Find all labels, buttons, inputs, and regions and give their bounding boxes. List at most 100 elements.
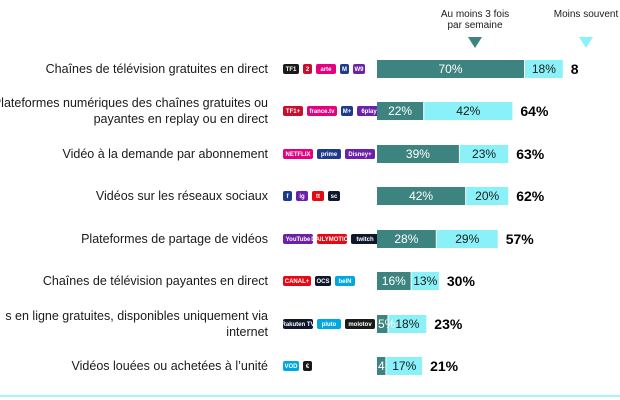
bar-value-label-less-often: 17% — [392, 359, 416, 373]
broadcaster-logo-icon: 2 — [303, 64, 312, 74]
bar-value-label-less-often: 29% — [455, 232, 479, 246]
bar-frequent — [377, 230, 436, 248]
legend-label-frequent: par semaine — [447, 20, 502, 31]
broadcaster-logo-icon: pluto — [317, 319, 341, 329]
broadcaster-logo-icon: € — [303, 361, 312, 371]
broadcaster-logo-icon: Disney+ — [345, 149, 375, 159]
category-label: s en ligne gratuites, disponibles unique… — [5, 309, 268, 323]
category-label: Vidéos sur les réseaux sociaux — [96, 189, 269, 203]
total-label: 30% — [447, 273, 476, 289]
legend-marker-frequent — [468, 37, 482, 48]
chart-row: Vidéos sur les réseaux sociaux f ig tt sc 42%… — [96, 187, 545, 205]
broadcaster-logo-icon: tt — [312, 191, 324, 201]
broadcaster-logo-icon: Rakuten TV — [281, 319, 315, 329]
logo-label: france.tv — [309, 109, 335, 115]
category-label: Plateformes numériques des chaînes gratu… — [0, 96, 268, 110]
category-label: Vidéo à la demande par abonnement — [63, 147, 269, 161]
broadcaster-logo-icon: TF1+ — [283, 106, 303, 116]
logo-label: TF1 — [286, 67, 297, 73]
bar-value-label-frequent: 4 — [378, 359, 385, 373]
bar-frequent — [377, 187, 466, 205]
bar-value-label-frequent: 42% — [409, 189, 433, 203]
bar-less-often — [424, 102, 513, 120]
total-label: 64% — [520, 103, 549, 119]
bar-less-often — [525, 60, 563, 78]
chart-row: Chaînes de télévision payantes en direct… — [43, 272, 476, 290]
bar-frequent — [377, 60, 524, 78]
bar-value-label-less-often: 18% — [395, 317, 419, 331]
bar-less-often — [459, 145, 509, 163]
logo-label: Rakuten TV — [281, 322, 314, 328]
logo-label: W9 — [355, 67, 365, 73]
bar-less-often — [388, 315, 427, 333]
chart-row: s en ligne gratuites, disponibles unique… — [5, 309, 463, 339]
broadcaster-logo-icon: arte — [316, 64, 336, 74]
bar-less-often — [436, 230, 498, 248]
broadcaster-logo-icon: OCS — [315, 276, 331, 286]
broadcaster-logo-icon: france.tv — [307, 106, 337, 116]
logo-label: VOD — [284, 364, 298, 370]
total-label: 21% — [430, 358, 459, 374]
legend-marker-less-often — [579, 37, 593, 48]
bar-frequent — [377, 357, 386, 375]
logo-label: DAILYMOTION — [311, 237, 352, 243]
category-label: Chaînes de télévision payantes en direct — [43, 274, 269, 288]
logo-label: Disney+ — [348, 152, 372, 158]
legend-label-frequent: Au moins 3 fois — [441, 9, 509, 20]
logo-label: M+ — [343, 109, 352, 115]
logo-label: prime — [321, 152, 338, 158]
total-label: 8 — [571, 61, 579, 77]
logo-label: TF1+ — [286, 109, 301, 115]
chart-rows: Chaînes de télévision gratuites en direc… — [0, 60, 579, 375]
logo-label: CANAL+ — [285, 279, 310, 285]
broadcaster-logo-icon: CANAL+ — [283, 276, 311, 286]
logo-label: pluto — [322, 322, 337, 328]
bar-frequent — [377, 315, 388, 333]
logo-label: tt — [316, 194, 320, 200]
category-label: internet — [226, 325, 268, 339]
chart-row: Chaînes de télévision gratuites en direc… — [46, 60, 579, 78]
logo-label: sc — [331, 194, 338, 200]
category-label: Plateformes de partage de vidéos — [81, 232, 268, 246]
logo-label: 6play — [361, 109, 377, 115]
broadcaster-logo-icon: YouTube — [283, 234, 313, 244]
chart-row: Plateformes numériques des chaînes gratu… — [0, 96, 549, 126]
bar-value-label-less-often: 42% — [456, 104, 480, 118]
bar-value-label-frequent: 16% — [382, 274, 406, 288]
logo-label: twitch — [356, 237, 374, 243]
chart-row: Plateformes de partage de vidéos YouTube D… — [81, 230, 534, 248]
total-label: 63% — [516, 146, 545, 162]
category-label: payantes en replay ou en direct — [94, 112, 269, 126]
total-label: 57% — [506, 231, 535, 247]
broadcaster-logo-icon: M+ — [341, 106, 353, 116]
chart-row: Vidéos louées ou achetées à l’unité VOD €4… — [72, 357, 459, 375]
bar-less-often — [411, 272, 439, 290]
bar-value-label-frequent: 70% — [438, 62, 462, 76]
bar-frequent — [377, 272, 411, 290]
logo-label: 2 — [306, 67, 310, 73]
logo-label: ig — [299, 194, 305, 200]
total-label: 62% — [516, 188, 545, 204]
total-label: 23% — [434, 316, 463, 332]
broadcaster-logo-icon: molotov — [345, 319, 375, 329]
broadcaster-logo-icon: TF1 — [283, 64, 299, 74]
broadcaster-logo-icon: M — [340, 64, 349, 74]
broadcaster-logo-icon: VOD — [283, 361, 299, 371]
broadcaster-logo-icon: beIN — [335, 276, 355, 286]
logo-label: beIN — [338, 279, 351, 285]
logo-label: arte — [320, 67, 332, 73]
broadcaster-logo-icon: ig — [296, 191, 308, 201]
bar-frequent — [377, 102, 424, 120]
bar-value-label-less-often: 23% — [472, 147, 496, 161]
bar-less-often — [386, 357, 423, 375]
bar-value-label-frequent: 22% — [388, 104, 412, 118]
bar-value-label-less-often: 13% — [413, 274, 437, 288]
logo-label: NETFLIX — [286, 152, 311, 158]
logo-label: M — [342, 67, 347, 73]
bar-value-label-less-often: 20% — [475, 189, 499, 203]
logo-label: molotov — [348, 322, 372, 328]
bar-value-label-frequent: 5% — [378, 317, 396, 331]
bar-value-label-frequent: 39% — [406, 147, 430, 161]
